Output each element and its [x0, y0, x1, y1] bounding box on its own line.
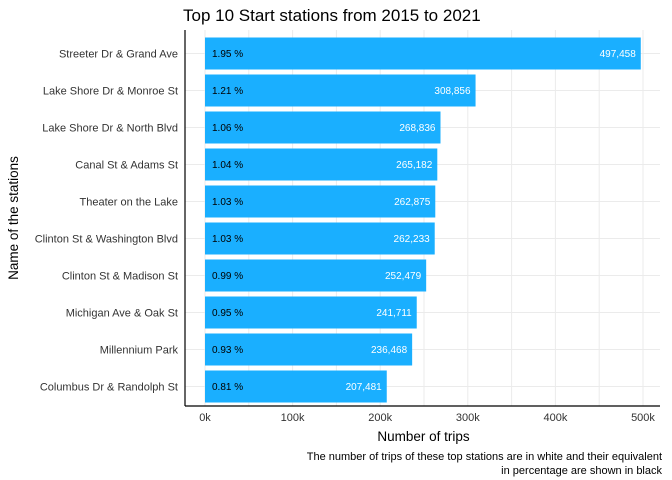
value-label: 497,458: [600, 49, 637, 60]
value-label: 207,481: [346, 382, 383, 393]
x-tick-labels: 0k 100k 200k 300k 400k 500k: [199, 412, 655, 424]
chart-title: Top 10 Start stations from 2015 to 2021: [183, 6, 481, 25]
y-tick-label: Columbus Dr & Randolph St: [40, 382, 178, 394]
percent-label: 0.93 %: [212, 345, 243, 356]
y-tick-label: Michigan Ave & Oak St: [66, 308, 178, 320]
bar: [205, 111, 441, 144]
bar: [205, 37, 641, 70]
bar: [205, 370, 387, 403]
percent-label: 0.99 %: [212, 271, 243, 282]
x-tick-label: 200k: [368, 412, 392, 424]
percent-label: 0.81 %: [212, 382, 243, 393]
value-label: 262,233: [394, 234, 431, 245]
y-tick-labels: Streeter Dr & Grand Ave Lake Shore Dr & M…: [35, 49, 179, 394]
percent-label: 1.06 %: [212, 123, 243, 134]
y-tick-label: Canal St & Adams St: [75, 160, 178, 172]
percent-label: 1.03 %: [212, 234, 243, 245]
value-label: 308,856: [434, 86, 471, 97]
value-label: 252,479: [385, 271, 422, 282]
percent-label: 1.95 %: [212, 49, 243, 60]
y-tick-label: Clinton St & Madison St: [62, 271, 178, 283]
bar: [205, 296, 417, 329]
x-tick-label: 500k: [631, 412, 655, 424]
y-tick-label: Theater on the Lake: [80, 197, 178, 209]
bar: [205, 222, 435, 255]
caption-line-2: in percentage are shown in black: [501, 465, 662, 477]
y-tick-label: Clinton St & Washington Blvd: [35, 234, 178, 246]
x-tick-label: 400k: [543, 412, 567, 424]
value-label: 268,836: [399, 123, 436, 134]
y-axis-label: Name of the stations: [6, 156, 21, 280]
value-label: 241,711: [376, 308, 412, 319]
value-label: 236,468: [371, 345, 408, 356]
bar: [205, 185, 436, 218]
bar: [205, 333, 413, 366]
x-tick-label: 0k: [199, 412, 211, 424]
labels-layer: 1.95 % 497,458 1.21 % 308,856 1.06 % 268,836 1…: [212, 49, 636, 393]
bar: [205, 74, 476, 107]
y-tick-label: Millennium Park: [100, 345, 179, 357]
y-tick-label: Lake Shore Dr & North Blvd: [42, 123, 178, 135]
bar: [205, 259, 427, 292]
value-label: 265,182: [396, 160, 433, 171]
y-tick-label: Streeter Dr & Grand Ave: [59, 49, 178, 61]
bar: [205, 148, 438, 181]
percent-label: 1.21 %: [212, 86, 243, 97]
caption-line-1: The number of trips of these top station…: [307, 451, 662, 463]
x-tick-label: 300k: [456, 412, 480, 424]
percent-label: 0.95 %: [212, 308, 243, 319]
percent-label: 1.04 %: [212, 160, 243, 171]
bars-layer: [205, 37, 641, 403]
x-axis-label: Number of trips: [377, 429, 470, 444]
value-label: 262,875: [394, 197, 431, 208]
y-tick-label: Lake Shore Dr & Monroe St: [43, 86, 178, 98]
percent-label: 1.03 %: [212, 197, 243, 208]
x-tick-label: 100k: [281, 412, 305, 424]
